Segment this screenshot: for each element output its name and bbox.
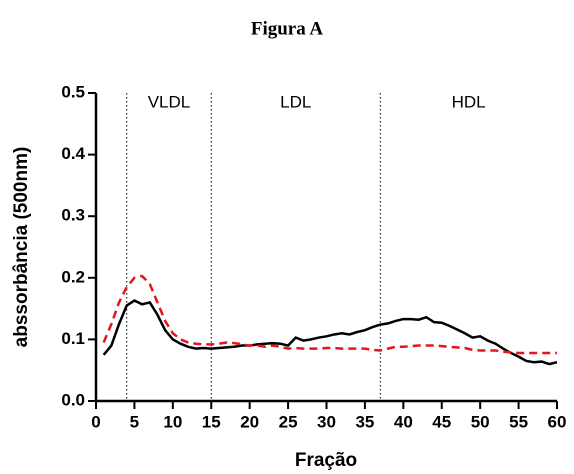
y-tick-label: 0.5 [61, 82, 85, 101]
region-label: HDL [452, 92, 486, 111]
x-tick-label: 35 [355, 412, 374, 431]
y-tick-label: 0.4 [61, 144, 85, 163]
x-tick-label: 15 [202, 412, 221, 431]
x-tick-label: 5 [130, 412, 139, 431]
region-label: LDL [280, 92, 311, 111]
x-tick-label: 50 [471, 412, 490, 431]
x-axis-label: Fração [295, 450, 357, 471]
x-tick-label: 60 [548, 412, 567, 431]
data-line [102, 274, 557, 355]
x-tick-label: 0 [91, 412, 100, 431]
y-tick-label: 0.0 [61, 390, 85, 409]
y-tick-label: 0.3 [61, 206, 85, 225]
x-tick-label: 25 [279, 412, 298, 431]
y-tick-label: 0.1 [61, 329, 85, 348]
x-tick-label: 45 [432, 412, 451, 431]
x-tick-label: 30 [317, 412, 336, 431]
region-label: VLDL [148, 92, 191, 111]
data-line [102, 299, 558, 366]
x-tick-label: 20 [240, 412, 259, 431]
x-tick-label: 40 [394, 412, 413, 431]
x-tick-label: 55 [509, 412, 528, 431]
y-tick-label: 0.2 [61, 267, 85, 286]
x-tick-label: 10 [163, 412, 182, 431]
chart-title: Figura A [251, 18, 324, 39]
y-axis-label: abssorbância (500nm) [11, 147, 32, 348]
